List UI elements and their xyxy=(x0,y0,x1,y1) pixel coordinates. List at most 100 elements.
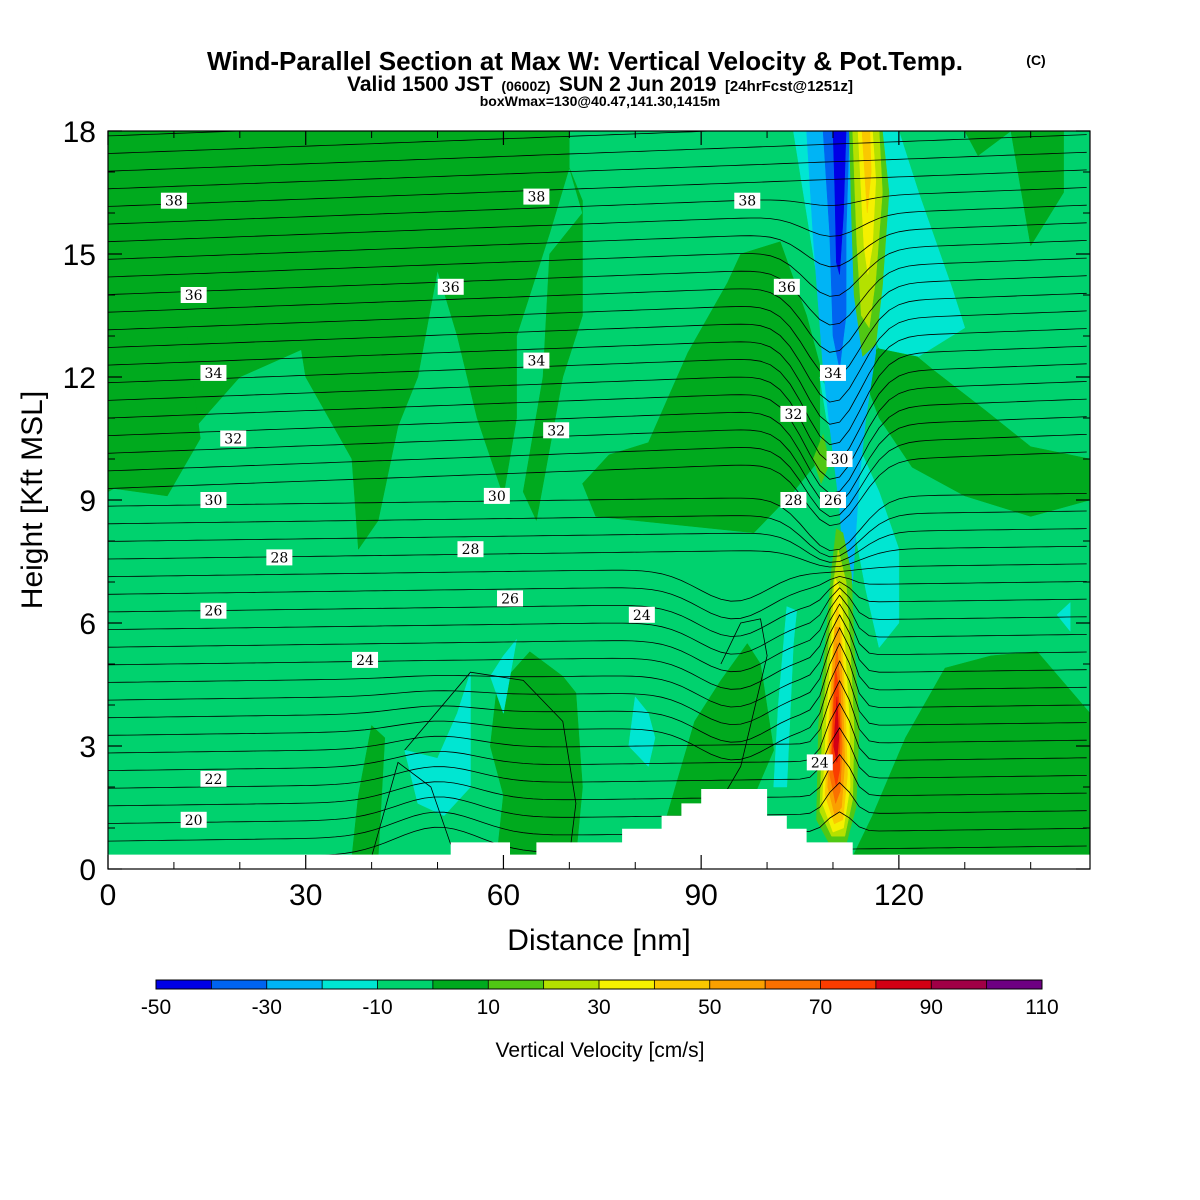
chart-title-mark: (C) xyxy=(1026,52,1045,68)
theta-label-11: 32 xyxy=(780,405,807,423)
colorbar-swatch-14 xyxy=(931,980,988,989)
theta-contour-20 xyxy=(108,493,1087,552)
y-tick-label-4: 12 xyxy=(63,362,96,395)
theta-label-7: 34 xyxy=(523,352,550,370)
chart-title: Wind-Parallel Section at Max W: Vertical… xyxy=(207,46,963,76)
chart-subtitle: Valid 1500 JST (0600Z) SUN 2 Jun 2019 [2… xyxy=(347,73,853,96)
velocity-region-11 xyxy=(852,651,1090,857)
theta-label-text-10: 32 xyxy=(547,423,565,439)
theta-label-25: 20 xyxy=(180,811,207,829)
theta-label-text-17: 28 xyxy=(785,493,803,509)
velocity-region-15 xyxy=(628,696,656,767)
velocity-region-4 xyxy=(522,167,583,521)
theta-contour-37 xyxy=(108,169,1087,207)
theta-cell-1 xyxy=(687,618,768,857)
x-tick-label-3: 90 xyxy=(684,879,717,912)
theta-contour-40 xyxy=(108,131,724,154)
theta-contour-labels: 38 38 38 36 36 36 34 34 34 32 32 32 30 30 30 28 28 28 26 26… xyxy=(160,188,853,829)
theta-label-3: 36 xyxy=(180,287,207,304)
theta-label-text-2: 38 xyxy=(738,194,756,210)
theta-contour-32 xyxy=(108,257,1087,326)
theta-label-text-3: 36 xyxy=(185,288,203,304)
theta-label-box-19 xyxy=(497,590,524,607)
colorbar-swatch-12 xyxy=(820,980,877,989)
theta-label-19: 26 xyxy=(497,590,524,607)
velocity-region-26 xyxy=(861,131,872,214)
colorbar-tick-label-2: -10 xyxy=(362,996,392,1019)
theta-cell-0 xyxy=(404,671,577,857)
y-tick-label-6: 18 xyxy=(63,116,96,149)
theta-label-20: 26 xyxy=(819,492,846,509)
theta-label-9: 32 xyxy=(220,430,247,448)
theta-contour-30 xyxy=(108,292,1087,379)
colorbar-tick-label-4: 30 xyxy=(587,996,610,1019)
theta-label-box-14 xyxy=(826,451,853,467)
chart-title-group: Wind-Parallel Section at Max W: Vertical… xyxy=(207,46,1046,109)
theta-label-box-11 xyxy=(780,405,807,422)
colorbar-tick-label-7: 90 xyxy=(920,996,943,1019)
theta-label-box-6 xyxy=(200,364,227,381)
theta-label-8: 34 xyxy=(819,364,846,382)
theta-label-14: 30 xyxy=(826,451,853,468)
theta-cell-2 xyxy=(371,761,452,857)
theta-label-text-16: 28 xyxy=(462,542,480,558)
velocity-region-2 xyxy=(226,261,254,370)
theta-label-text-15: 28 xyxy=(270,550,288,566)
theta-label-box-16 xyxy=(457,541,484,558)
colorbar-tick-label-0: -50 xyxy=(141,996,171,1019)
theta-label-box-25 xyxy=(180,811,207,828)
theta-contour-8 xyxy=(108,642,1087,743)
theta-contour-27 xyxy=(108,345,1087,446)
theta-label-box-4 xyxy=(437,278,464,295)
colorbar-swatch-2 xyxy=(266,980,323,989)
theta-contour-33 xyxy=(108,240,1087,297)
theta-label-box-12 xyxy=(200,492,227,508)
theta-label-text-13: 30 xyxy=(488,489,506,505)
velocity-region-1 xyxy=(108,220,201,497)
theta-contour-10 xyxy=(108,614,1087,708)
theta-contour-13 xyxy=(108,587,1087,655)
theta-label-box-18 xyxy=(200,602,227,619)
x-tick-label-1: 30 xyxy=(289,879,322,912)
theta-label-text-14: 30 xyxy=(831,452,849,468)
colorbar-swatch-13 xyxy=(875,980,932,989)
theta-label-2: 38 xyxy=(734,192,761,210)
theta-label-box-8 xyxy=(819,364,846,381)
x-tick-label-0: 0 xyxy=(100,879,117,912)
theta-label-6: 34 xyxy=(200,364,227,382)
theta-label-box-15 xyxy=(266,549,293,566)
theta-label-box-22 xyxy=(628,606,655,623)
colorbar-swatch-1 xyxy=(211,980,268,989)
theta-contour-34 xyxy=(108,222,1087,268)
theta-label-4: 36 xyxy=(437,278,464,296)
theta-label-box-0 xyxy=(160,192,187,209)
theta-contour-23 xyxy=(108,416,1087,507)
theta-contour-4 xyxy=(108,727,1087,789)
colorbar-swatch-4 xyxy=(377,980,434,989)
theta-contour-22 xyxy=(108,434,1087,518)
theta-label-text-23: 24 xyxy=(811,755,829,771)
velocity-region-22 xyxy=(832,131,847,275)
theta-contour-38 xyxy=(108,151,1087,190)
colorbar-swatch-3 xyxy=(322,980,378,989)
subtitle-valid: Valid 1500 JST xyxy=(347,73,493,96)
theta-contour-3 xyxy=(108,753,1087,807)
colorbar-swatch-8 xyxy=(599,980,655,989)
theta-label-text-4: 36 xyxy=(442,280,460,296)
x-tick-label-4: 120 xyxy=(874,879,924,912)
theta-contour-24 xyxy=(108,398,1087,495)
theta-contour-26 xyxy=(108,363,1087,464)
colorbar-tick-label-1: -30 xyxy=(252,996,282,1019)
theta-contour-14 xyxy=(108,581,1087,637)
colorbar-tick-label-6: 70 xyxy=(809,996,832,1019)
theta-label-13: 30 xyxy=(483,487,510,505)
colorbar-tick-label-3: 10 xyxy=(477,996,500,1019)
theta-label-17: 28 xyxy=(780,492,807,509)
y-axis-label: Height [Kft MSL] xyxy=(16,391,49,609)
terrain-mask xyxy=(108,789,1090,869)
theta-label-15: 28 xyxy=(266,549,293,566)
x-axis: 0 30 60 90 120 xyxy=(100,131,1032,912)
theta-label-text-8: 34 xyxy=(824,366,842,382)
theta-contour-18 xyxy=(108,528,1087,563)
